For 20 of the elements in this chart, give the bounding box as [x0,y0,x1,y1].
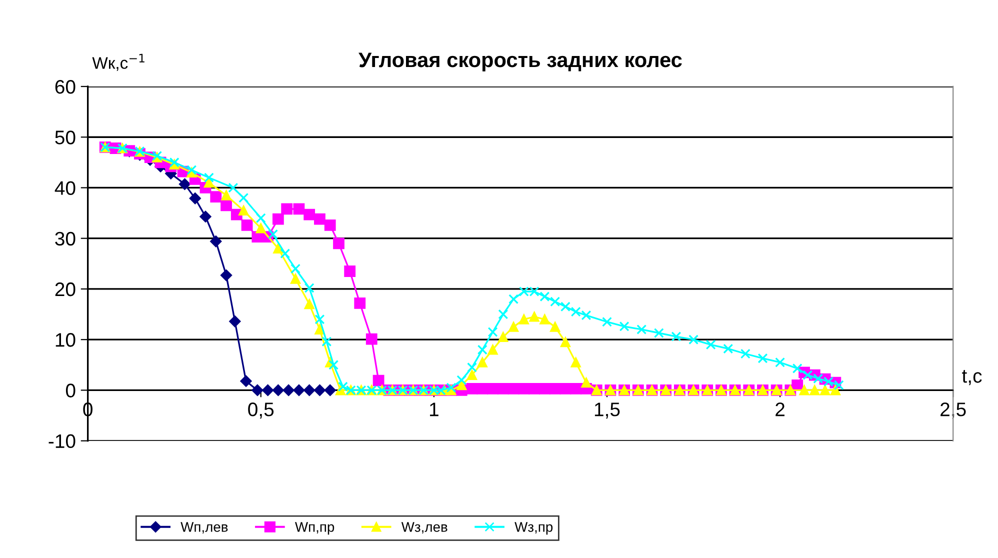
y-tick-label: 30 [55,232,76,246]
y-tick-label: 20 [55,282,76,296]
legend-label: Wз,пр [514,522,553,535]
y-tick-label: -10 [48,434,76,448]
y-tick-label: 10 [56,333,76,347]
legend-label: Wп,пр [294,522,334,535]
chart-title: Угловая скорость задних колес [358,52,682,72]
y-tick-label: 50 [55,130,76,144]
y-tick-label: 0 [66,384,76,398]
legend-label: Wз,лев [401,522,448,534]
y-axis-title: Wк,с$^{−1}$ [92,54,144,71]
x-axis-title: t,с [962,370,982,386]
x-tick-label: 0,5 [248,402,274,419]
x-tick-label: 1,5 [594,402,620,419]
y-tick-label: 60 [55,80,76,94]
x-tick-label: 2 [776,402,784,416]
x-tick-label: 1 [430,402,438,416]
legend-label: Wп,лев [180,522,228,534]
y-tick-label: 40 [54,181,76,195]
x-tick-label: 2,5 [940,402,966,419]
